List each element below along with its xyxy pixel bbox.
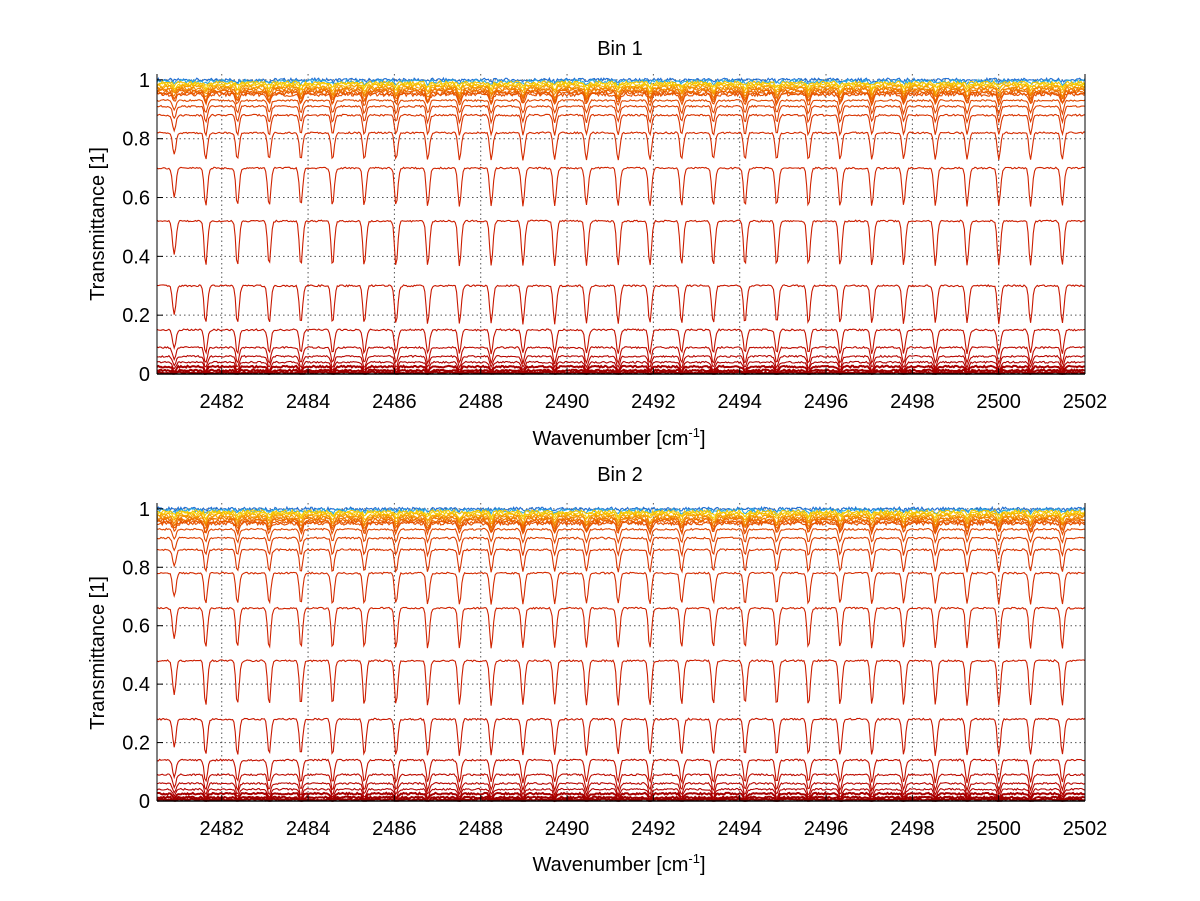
y-tick-label: 0.8 [122,129,150,151]
series-line [156,104,1086,125]
series-line [156,659,1086,706]
series-line [156,517,1086,532]
x-tick-label: 2502 [1063,818,1108,840]
x-tick-label: 2500 [976,391,1021,413]
series-line [156,82,1086,95]
series-line [156,91,1086,107]
x-tick-label: 2494 [717,391,762,413]
series-line [156,773,1086,793]
x-tick-label: 2498 [890,818,935,840]
y-tick-label: 0 [139,364,150,386]
series-line [156,87,1086,101]
x-tick-label: 2494 [717,818,762,840]
x-tick-label: 2502 [1063,391,1108,413]
y-tick-label: 0.2 [122,733,150,755]
x-tick-label: 2492 [631,818,676,840]
x-tick-label: 2492 [631,391,676,413]
x-axis-label-tail: ] [700,854,706,876]
x-axis-label-superscript: -1 [688,425,700,440]
x-tick-label: 2486 [372,818,417,840]
x-tick-label: 2496 [804,391,849,413]
x-tick-label: 2488 [458,818,503,840]
x-axis-label: Wavenumber [cm-1] [532,425,705,450]
tick-labels: 2482 2484 2486 2488 2490 2492 2494 2496 2498 2500… [122,70,1107,413]
series-line [156,113,1086,138]
series-line [157,606,1086,649]
chart-panel-bin-1: Bin 1 Transmittance [1] Wavenumber [cm-1… [87,38,1107,450]
tick-labels: 2482 2484 2486 2488 2490 2492 2494 2496 2498 2500… [122,499,1107,840]
y-tick-label: 0 [139,791,150,813]
series-line [157,520,1086,537]
series-line [156,797,1086,802]
series-line [156,536,1086,558]
series-line [156,345,1086,366]
series-line [156,78,1086,87]
x-axis-label-main: Wavenumber [cm [532,854,688,876]
series-line [156,354,1086,371]
x-tick-label: 2484 [286,818,331,840]
series-line [157,131,1086,161]
x-tick-label: 2482 [199,391,244,413]
axes [156,74,1086,375]
chart-title: Bin 1 [597,38,643,60]
y-tick-label: 0.4 [122,246,150,268]
series-lines [156,76,1086,376]
series-line [156,548,1086,574]
x-tick-label: 2490 [545,818,590,840]
y-tick-label: 1 [139,499,150,521]
x-tick-label: 2486 [372,391,417,413]
series-line [156,795,1086,803]
series-line [156,368,1086,376]
x-tick-label: 2482 [199,818,244,840]
y-tick-label: 0.4 [122,674,150,696]
x-tick-label: 2490 [545,391,590,413]
series-line [156,510,1086,521]
series-line [156,787,1086,800]
x-tick-label: 2498 [890,391,935,413]
series-line [157,527,1085,545]
y-tick-label: 1 [139,70,150,92]
series-line [156,781,1086,798]
x-axis-label-superscript: -1 [688,851,700,866]
x-tick-label: 2496 [804,818,849,840]
axes [156,503,1086,802]
series-line [156,513,1086,525]
series-line [156,758,1086,785]
y-axis-label: Transmittance [1] [87,147,109,301]
series-line [156,717,1086,757]
y-tick-label: 0.2 [122,305,150,327]
series-line [156,166,1086,207]
y-tick-label: 0.8 [122,557,150,579]
series-line [156,360,1086,373]
x-tick-label: 2500 [976,818,1021,840]
series-line [156,284,1086,325]
chart-title: Bin 2 [597,464,643,486]
y-axis-label: Transmittance [1] [87,576,109,730]
y-tick-label: 0.6 [122,616,150,638]
x-tick-label: 2484 [286,391,331,413]
series-line [156,364,1086,376]
x-axis-label-main: Wavenumber [cm [532,428,688,450]
y-tick-label: 0.6 [122,188,150,210]
series-line [157,791,1086,803]
series-line [156,219,1086,267]
series-line [156,328,1085,356]
series-line [156,98,1086,116]
series-line [156,571,1086,605]
chart-panel-bin-2: Bin 2 Transmittance [1] Wavenumber [cm-1… [87,464,1107,876]
x-axis-label: Wavenumber [cm-1] [532,851,705,876]
x-axis-label-tail: ] [700,428,706,450]
x-tick-label: 2488 [458,391,503,413]
series-lines [156,505,1086,803]
